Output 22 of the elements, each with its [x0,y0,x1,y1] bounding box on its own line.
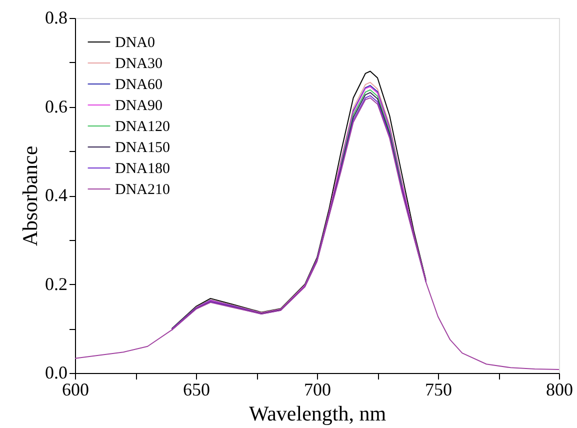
line-series [340,89,402,186]
y-tick-label: 0.8 [45,8,68,28]
legend-label: DNA90 [115,98,162,114]
x-tick-label: 750 [425,380,452,400]
y-tick-label: 0.6 [45,96,68,116]
y-tick-label: 0.4 [45,185,68,205]
legend-label: DNA150 [115,140,170,156]
y-tick-label: 0.2 [45,274,68,294]
y-axis-title: Absorbance [18,146,42,246]
legend-label: DNA180 [115,161,170,177]
x-axis-title: Wavelength, nm [248,402,386,426]
x-tick-label: 800 [546,380,573,400]
x-tick-label: 700 [304,380,331,400]
legend-label: DNA30 [115,56,162,72]
y-tick-label: 0.0 [45,362,68,382]
legend-label: DNA60 [115,77,162,93]
x-tick-label: 650 [183,380,210,400]
legend-label: DNA210 [115,182,170,198]
legend-label: DNA0 [115,35,155,51]
legend-label: DNA120 [115,119,170,135]
line-series [74,97,560,370]
x-tick-label: 600 [62,380,89,400]
